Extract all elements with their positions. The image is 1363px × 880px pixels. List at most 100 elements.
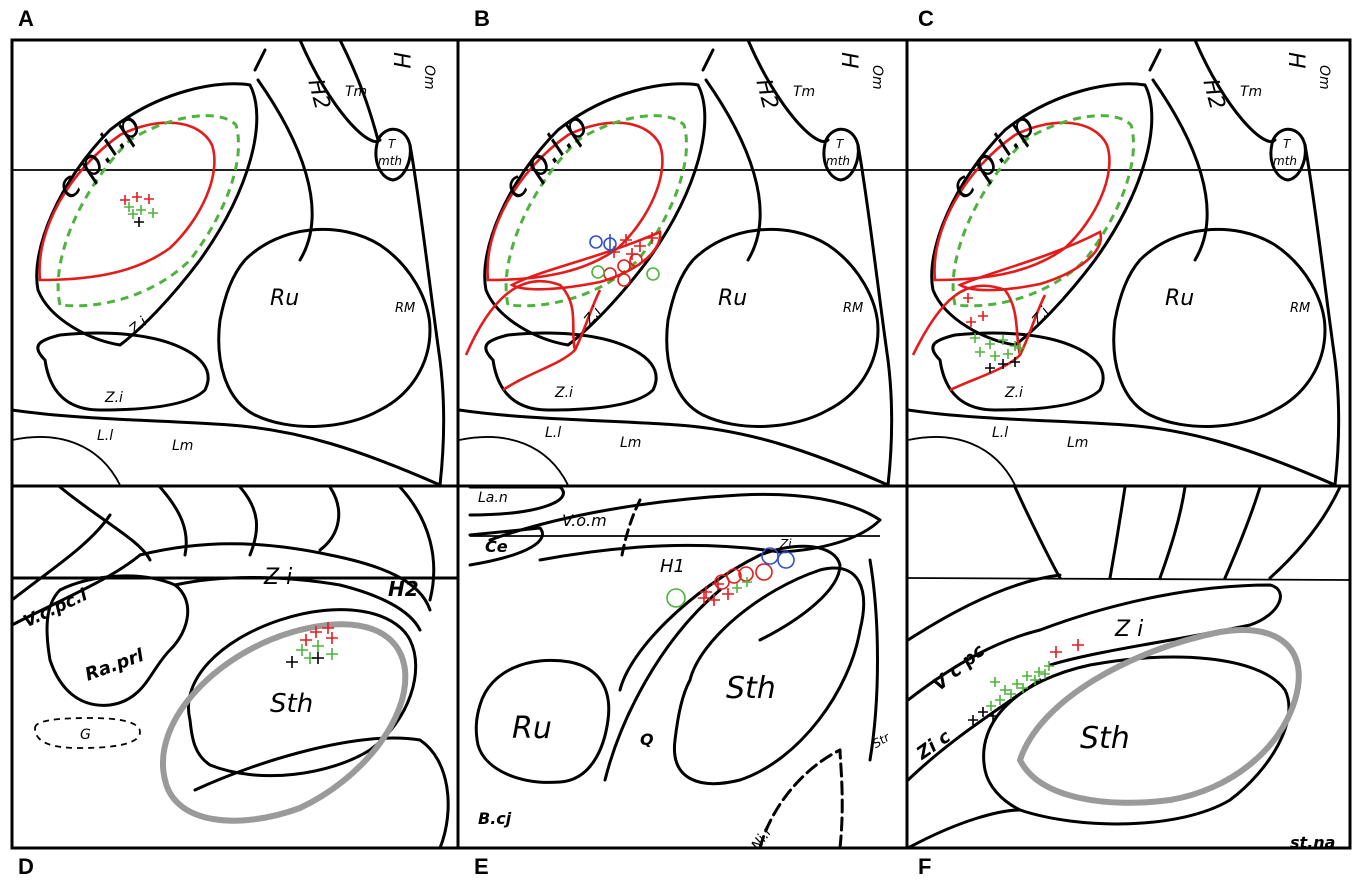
stimulation-markers <box>963 293 1025 373</box>
right-boundary <box>408 143 446 485</box>
label-vcpc: V c pc <box>929 640 989 695</box>
zona-incerta-outline <box>35 82 259 347</box>
label-t: T <box>1283 137 1292 151</box>
label-mth: mth <box>378 154 402 168</box>
label-h: H <box>1283 52 1308 69</box>
ll-curve <box>908 436 1016 485</box>
red-lower-contour <box>911 284 1047 392</box>
label-om: Om <box>869 65 885 90</box>
label-ru: Ru <box>718 286 747 311</box>
lower-zi-outline <box>484 331 658 412</box>
label-ru: Ru <box>1165 286 1194 311</box>
panel-frames <box>10 38 1352 850</box>
label-t: T <box>388 137 397 151</box>
ra-prl-outline <box>45 574 190 707</box>
label-h2: H2 <box>750 76 782 112</box>
target-contour-red <box>933 121 1111 282</box>
label-rm: RM <box>843 301 863 316</box>
label-cpip: c p.i.p <box>495 105 597 207</box>
nir-outline <box>758 748 844 848</box>
tick-mark <box>253 48 267 72</box>
label-ll: L.l <box>992 425 1008 441</box>
ce-outline <box>468 526 544 567</box>
red-region-outline <box>509 230 662 291</box>
label-sth: Sth <box>270 689 313 719</box>
label-vcpci: V.c.pc.i <box>20 585 91 632</box>
label-zi: Z i <box>263 565 292 590</box>
label-ra-prl: Ra.prl <box>82 645 147 686</box>
label-zi-lower: Z.i <box>1004 385 1023 401</box>
right-structure <box>868 558 879 762</box>
red-nucleus-outline <box>665 227 880 428</box>
upper-boundary <box>1193 40 1277 143</box>
panel-a: c p.i.p H2 H Tm Om T mth Ru RM Z.i Z.i L… <box>12 40 457 485</box>
lower-boundary <box>908 408 1337 485</box>
right-boundary <box>856 143 894 485</box>
target-contour-green <box>504 114 688 308</box>
label-cpip: c p.i.p <box>48 105 150 207</box>
vcpc-band <box>908 573 1062 702</box>
zi-band <box>1038 583 1282 667</box>
label-h: H <box>836 52 861 69</box>
sth-contour-grey <box>1016 627 1302 806</box>
upper-structure-1 <box>58 487 436 602</box>
panel-d: V.c.pc.i Z i H2 Ra.prl Sth G <box>12 487 457 848</box>
stimulation-markers <box>666 547 795 608</box>
label-h1: H1 <box>660 556 685 577</box>
lower-boundary <box>459 408 890 485</box>
target-contour-green <box>56 114 240 308</box>
label-zi-lower: Z.i <box>104 390 123 406</box>
dashed-divider <box>620 498 642 557</box>
region-boundary <box>1151 78 1209 262</box>
lan-outline <box>468 487 565 517</box>
q-tract <box>603 588 722 782</box>
label-rm: RM <box>1290 301 1310 316</box>
stimulation-markers <box>286 622 338 668</box>
label-lm: Lm <box>1067 435 1088 451</box>
label-tm: Tm <box>793 84 815 100</box>
lower-zi-outline <box>931 331 1105 412</box>
zona-incerta-outline <box>483 82 707 347</box>
label-cpip: c p.i.p <box>942 105 1044 207</box>
panel-letter-c: C <box>918 6 934 31</box>
g-outline-dashed <box>34 717 141 749</box>
region-boundary <box>704 78 762 262</box>
upper-boundary <box>298 40 382 143</box>
label-zi: Zi <box>779 537 792 551</box>
label-zi-upper: Z.i <box>580 304 604 329</box>
ru-outline <box>474 658 611 784</box>
outer-zi-band <box>618 544 842 692</box>
label-la-n: La.n <box>478 490 508 506</box>
label-h2: H2 <box>1197 76 1229 112</box>
red-nucleus-outline <box>1112 227 1327 428</box>
tick-mark <box>1148 48 1162 72</box>
vcpci-band <box>12 513 142 627</box>
stimulation-markers <box>589 232 660 287</box>
label-ce: Ce <box>485 537 508 556</box>
tick-mark <box>701 48 715 72</box>
red-region-outline <box>957 230 1103 292</box>
label-mth: mth <box>1273 154 1297 168</box>
red-lower-contour <box>464 279 602 392</box>
label-rm: RM <box>395 301 415 316</box>
mammillothalamic-tract-outline <box>822 127 860 182</box>
ll-curve <box>459 436 569 485</box>
label-ll: L.l <box>545 425 561 441</box>
label-ll: L.l <box>97 428 113 444</box>
right-boundary <box>1303 143 1341 485</box>
upper-boundary <box>746 40 830 143</box>
ll-curve <box>12 436 121 485</box>
label-v-o-m: V.o.m <box>562 511 607 530</box>
label-b-cj: B.cj <box>478 809 512 828</box>
stimulation-markers <box>968 639 1084 725</box>
panel-letter-f: F <box>918 854 932 879</box>
label-sth: Sth <box>726 671 776 706</box>
upper-bundles <box>1013 487 1342 580</box>
panel-e: La.n Ce V.o.m H1 Zi Ru Q Sth Str B.cj Ni… <box>468 487 893 848</box>
lower-structure <box>193 736 450 848</box>
sth-outline <box>187 608 418 778</box>
label-lm: Lm <box>620 435 641 451</box>
panel-letter-a: A <box>18 6 34 31</box>
label-lm: Lm <box>172 438 193 454</box>
label-h2: H2 <box>302 76 334 112</box>
